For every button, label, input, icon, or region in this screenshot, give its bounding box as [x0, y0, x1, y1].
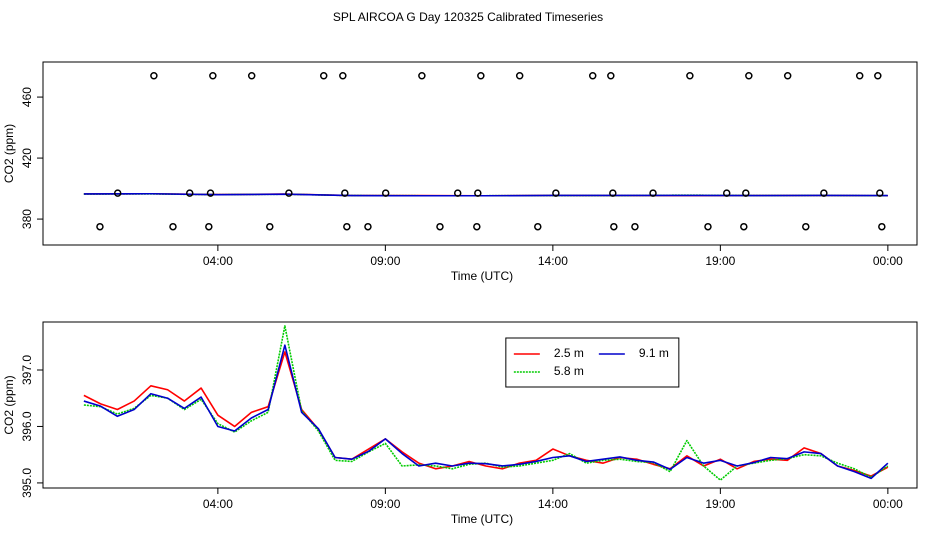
x-tick-label: 00:00 [873, 497, 903, 511]
panel: SPL AIRCOA G Day 120325 Calibrated Times… [2, 10, 918, 283]
x-tick-label: 14:00 [538, 497, 568, 511]
data-line [83, 351, 889, 477]
data-point [722, 189, 731, 197]
data-point [339, 71, 347, 80]
data-point [631, 222, 639, 231]
y-axis-label: CO2 (ppm) [2, 375, 16, 434]
data-point [453, 189, 462, 197]
data-point [206, 189, 215, 197]
data-line [83, 325, 889, 481]
data-point [878, 222, 886, 231]
data-point [609, 189, 617, 197]
data-point [783, 71, 792, 80]
data-point [113, 189, 122, 197]
data-point [343, 222, 351, 231]
panel: 04:00 09:00 14:00 19:00 00:00 Time (UTC) 395.0… [2, 321, 918, 526]
data-point [474, 189, 482, 197]
x-tick-label: 09:00 [370, 254, 400, 268]
data-point [96, 222, 104, 231]
y-tick-label: 420 [20, 148, 34, 168]
data-point [802, 222, 810, 231]
data-point [552, 189, 560, 197]
data-point [686, 71, 694, 80]
x-tick-label: 14:00 [538, 254, 568, 268]
y-axis-label: CO2 (ppm) [2, 124, 16, 183]
data-line [83, 192, 888, 197]
data-point [534, 222, 542, 231]
data-point [319, 71, 328, 80]
x-tick-label: 19:00 [705, 497, 735, 511]
y-tick-label: 397.0 [20, 355, 34, 385]
data-point [150, 71, 158, 80]
chart-title: SPL AIRCOA G Day 120325 Calibrated Times… [333, 10, 603, 24]
data-point [740, 222, 748, 231]
data-point [209, 71, 217, 80]
y-tick-label: 380 [20, 209, 34, 229]
data-point [607, 71, 615, 80]
x-tick-label: 04:00 [203, 254, 233, 268]
data-point [820, 189, 828, 197]
legend-label: 5.8 m [554, 364, 584, 378]
data-point [704, 222, 712, 231]
y-tick-label: 396.0 [20, 411, 34, 441]
data-point [266, 222, 274, 231]
data-point [341, 189, 349, 197]
data-point [436, 222, 444, 231]
data-point [515, 71, 524, 80]
y-tick-label: 395.0 [20, 468, 34, 498]
x-axis-label: Time (UTC) [451, 269, 513, 283]
legend-label: 2.5 m [554, 346, 584, 360]
data-point [742, 189, 750, 197]
x-tick-label: 09:00 [370, 497, 400, 511]
data-point [247, 71, 256, 80]
data-point [876, 189, 884, 197]
data-point [874, 71, 882, 80]
data-point [185, 189, 194, 197]
x-tick-label: 00:00 [873, 254, 903, 268]
data-point [205, 222, 213, 231]
data-point [588, 71, 597, 80]
data-point [169, 222, 177, 231]
x-tick-label: 19:00 [705, 254, 735, 268]
data-point [477, 71, 485, 80]
data-line [83, 344, 889, 480]
data-point [855, 71, 864, 80]
data-point [285, 189, 293, 197]
legend-label: 9.1 m [639, 346, 669, 360]
x-tick-label: 04:00 [203, 497, 233, 511]
data-point [381, 189, 390, 197]
data-point [745, 71, 753, 80]
x-axis-label: Time (UTC) [451, 512, 513, 526]
y-tick-label: 460 [20, 87, 34, 107]
data-point [364, 222, 372, 231]
legend-box [505, 337, 680, 388]
data-point [418, 71, 426, 80]
data-point [473, 222, 481, 231]
data-point [649, 189, 657, 197]
legend: 2.5 m 5.8 m 9.1 m [505, 337, 680, 388]
data-point [610, 222, 618, 231]
